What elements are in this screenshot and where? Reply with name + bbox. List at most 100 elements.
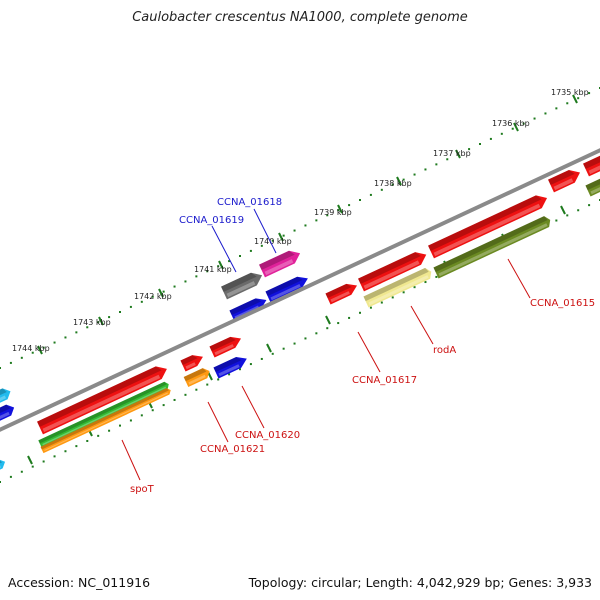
ruler-major-tick (560, 205, 566, 215)
gene-roda-arrow-shade (358, 252, 421, 285)
ruler-label-1738: 1738 kbp (374, 179, 412, 188)
gene-olive-edge-highlight (590, 187, 600, 195)
gene-cyan-edge-2-highlight (0, 465, 2, 468)
ruler-dot-lower (64, 450, 67, 453)
gene-cyan-edge-1-shade (0, 388, 7, 396)
gene-orange-arrow-shade (40, 388, 169, 450)
ruler-dot-lower (555, 219, 558, 222)
ruler-label-1741: 1741 kbp (194, 265, 232, 274)
ruler-dot-lower (20, 470, 23, 473)
gene-spot-arrow (37, 366, 167, 435)
gene-upper-right-arrow (548, 169, 581, 193)
ruler-dot-upper (53, 341, 56, 344)
ruler-dot-upper (435, 163, 438, 166)
ruler-dot-lower (75, 445, 78, 448)
ruler-major-tick (278, 232, 284, 242)
ruler-label-1735: 1735 kbp (551, 88, 589, 97)
ruler-label-1739: 1739 kbp (314, 208, 352, 217)
gene-upper-right-arrow-highlight (553, 178, 574, 191)
ruler-dot-upper (424, 168, 427, 171)
gene-blue-lower-arrow (213, 357, 247, 379)
ruler-dot-upper (566, 102, 569, 105)
ruler-dot-lower (0, 481, 1, 483)
ruler-dot-upper (555, 107, 558, 110)
map-title: Caulobacter crescentus NA1000, complete … (132, 10, 468, 25)
gene-ccna-01620-arrow (209, 336, 242, 358)
ruler-dot-lower (151, 409, 154, 412)
ruler-dot-upper (402, 178, 405, 181)
gene-cyan-edge-1 (0, 388, 11, 403)
gene-orange-short-arrow (183, 368, 210, 387)
ruler-dot-lower (162, 404, 165, 407)
gene-upper-right-arrow-shade (548, 169, 575, 186)
gene-upper-edge-arrow-shade (583, 155, 600, 170)
ruler-major-tick (513, 122, 519, 132)
ruler-dot-lower (402, 291, 405, 294)
gene-spot-arrow-highlight (42, 374, 161, 433)
ruler-dot-lower (260, 357, 263, 360)
gene-upper-edge-arrow (583, 155, 600, 177)
ruler-dot-upper (162, 290, 165, 293)
ruler-major-tick (572, 94, 578, 104)
ruler-dot-lower (249, 363, 252, 366)
gene-olive-edge (585, 178, 600, 197)
leader-spot (121, 439, 141, 481)
ruler-labels: 1735 kbp 1736 kbp 1737 kbp 1738 kbp 1739… (12, 88, 589, 353)
gene-label-spot: spoT (130, 484, 155, 495)
ruler-label-1742: 1742 kbp (134, 292, 172, 301)
ruler-dot-lower (9, 475, 12, 478)
ruler-dot-lower (129, 419, 132, 422)
gene-blue-upper-2-shade (229, 298, 262, 316)
gene-olive-arrow-highlight (438, 223, 548, 277)
ruler-dot-upper (20, 356, 23, 359)
ruler-dot-lower (239, 368, 241, 371)
ruler-dot-upper (64, 336, 67, 339)
ruler-dot-upper (0, 367, 1, 369)
leader-ccna-01617 (357, 331, 381, 373)
gene-ccna-01621-arrow (180, 355, 203, 372)
ruler-dot-upper (282, 234, 285, 237)
ruler-dot-upper (86, 326, 89, 329)
ruler-dot-lower (97, 434, 100, 437)
ruler-dot-upper (271, 239, 274, 242)
gene-orange-short-arrow-highlight (188, 374, 206, 385)
gene-ccna-01619-arrow-highlight (226, 281, 256, 298)
gene-ccna-01615-arrow-shade (428, 195, 542, 252)
ruler-dot-upper (511, 127, 514, 130)
ruler-dot-upper (151, 295, 154, 298)
ruler-dot-upper (359, 199, 361, 201)
ruler-dot-lower (577, 209, 580, 212)
gene-ccna-01620-arrow-highlight (214, 344, 234, 356)
leader-ccna-01619 (211, 225, 237, 273)
ruler-dot-lower (53, 455, 56, 458)
ruler-dot-upper (217, 265, 220, 268)
ruler-dot-lower (413, 286, 416, 289)
ruler-dot-upper (337, 209, 340, 212)
ruler-dot-upper (119, 311, 121, 313)
ruler-dot-upper (479, 143, 481, 145)
gene-roda-arrow-highlight (363, 260, 420, 290)
accession-text: Accession: NC_011916 (8, 575, 151, 590)
ruler-dot-upper (228, 260, 231, 263)
ruler-major-tick (218, 260, 224, 270)
ruler-dot-lower (173, 398, 176, 401)
gene-olive-arrow-shade (433, 216, 548, 273)
ruler-dot-lower (304, 337, 307, 340)
gene-blue-edge-highlight (0, 411, 10, 420)
gene-blue-upper-1 (265, 276, 308, 303)
gene-blue-lower-arrow-highlight (218, 364, 240, 377)
ruler-label-1736: 1736 kbp (492, 119, 530, 128)
ruler-dot-lower (217, 378, 220, 381)
gene-ccna-01617-arrow-shade (325, 283, 352, 299)
ruler-dot-upper (184, 280, 187, 283)
gene-ccna-01620-arrow-shade (209, 336, 236, 352)
ruler-dot-upper (31, 351, 34, 354)
ruler-dot-lower (86, 439, 89, 442)
gene-labels: CCNA_01618 CCNA_01619 CCNA_01615 rodA CC… (130, 197, 595, 495)
ruler-dot-lower (31, 465, 34, 468)
ruler-dot-upper (544, 112, 547, 115)
ruler-dot-upper (489, 137, 492, 140)
ruler-dot-lower (326, 327, 329, 330)
ruler-dot-upper (326, 214, 329, 217)
